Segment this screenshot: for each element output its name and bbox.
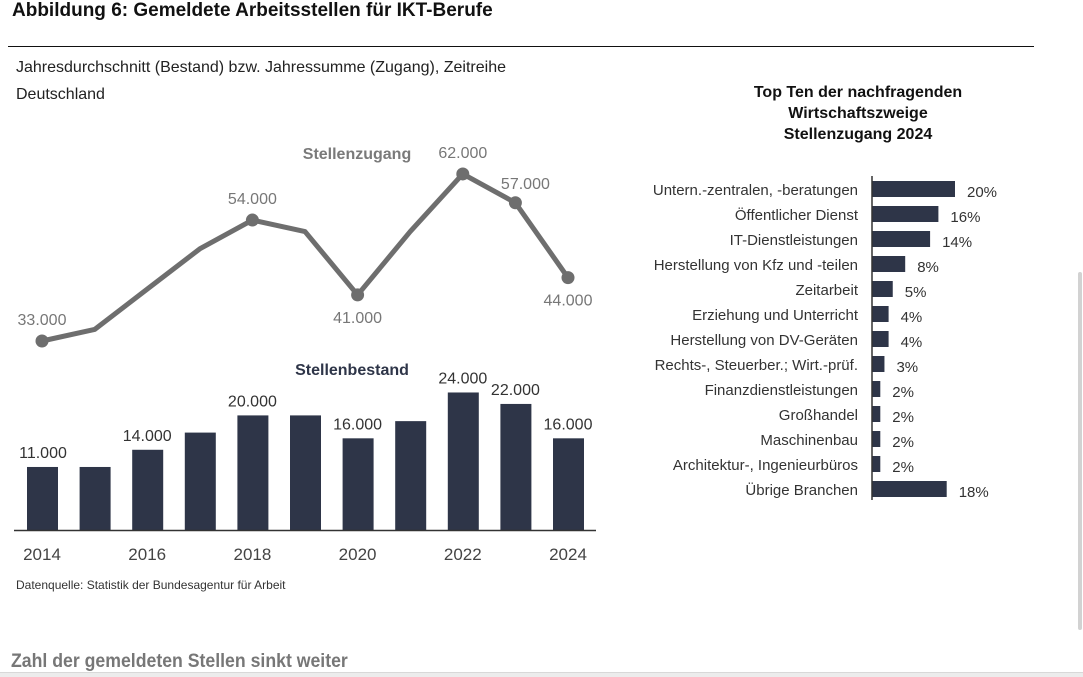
branch-chart-title: Top Ten der nachfragenden Wirtschaftszwe… <box>708 82 1008 145</box>
stellenzugang-series-line <box>41 171 571 344</box>
branch-label: Erziehung und Unterricht <box>692 307 859 324</box>
bar-2020 <box>342 438 374 530</box>
branch-value-label: 8% <box>917 259 939 276</box>
branch-label: Untern.-zentralen, -beratungen <box>653 182 858 199</box>
branch-value-label: 18% <box>959 484 989 501</box>
branch-bar <box>872 306 889 322</box>
bar-data-label: 24.000 <box>438 370 487 387</box>
branch-bar <box>872 406 881 422</box>
x-tick-label: 2022 <box>444 545 482 564</box>
bar-2018 <box>237 415 269 530</box>
bar-2014 <box>27 466 58 530</box>
line-data-label: 62.000 <box>438 145 487 162</box>
branch-value-label: 5% <box>905 284 927 301</box>
line-data-label: 33.000 <box>18 312 67 329</box>
x-tick-label: 2016 <box>128 545 166 564</box>
branch-value-label: 4% <box>901 309 923 326</box>
line-chart-title: Stellenzugang <box>303 146 411 163</box>
branch-label: Großhandel <box>779 407 858 424</box>
line-data-label: 54.000 <box>228 191 277 208</box>
bar-2023 <box>500 403 532 530</box>
section-heading: Zahl der gemeldeten Stellen sinkt weiter <box>11 651 348 672</box>
window-bottom-edge <box>0 672 1083 677</box>
scrollbar[interactable] <box>1078 272 1082 630</box>
branch-value-label: 2% <box>892 459 914 476</box>
bar-2015 <box>79 466 111 530</box>
bar-2021 <box>395 421 427 530</box>
x-tick-label: 2014 <box>23 545 61 564</box>
branch-bar <box>872 281 893 297</box>
figure-title: Abbildung 6: Gemeldete Arbeitsstellen fü… <box>12 0 493 21</box>
figure-subtitle: Jahresdurchschnitt (Bestand) bzw. Jahres… <box>16 59 506 76</box>
branch-chart-title-line: Stellenzugang 2024 <box>783 126 933 143</box>
data-source-note: Datenquelle: Statistik der Bundesagentur… <box>16 578 286 592</box>
line-point-marker <box>508 196 522 210</box>
branch-bar <box>872 431 881 447</box>
branch-bar <box>872 381 881 397</box>
bar-data-label: 20.000 <box>228 393 277 410</box>
bar-2016 <box>132 449 164 530</box>
x-tick-label: 2024 <box>549 545 587 564</box>
branch-bar <box>872 481 947 497</box>
branch-bar-chart: Untern.-zentralen, -beratungen 20% Öffentl… <box>653 176 997 501</box>
line-point-marker <box>35 334 49 348</box>
branch-label: IT-Dienstleistungen <box>730 232 858 249</box>
bar-2017 <box>184 432 216 530</box>
branch-bar <box>872 231 931 247</box>
branch-label: Herstellung von DV-Geräten <box>670 332 858 349</box>
line-point-marker <box>456 167 470 181</box>
branch-bar <box>872 256 906 272</box>
branch-bar <box>872 456 881 472</box>
branch-bar <box>872 181 955 197</box>
branch-label: Rechts-, Steuerber.; Wirt.-prüf. <box>655 357 858 374</box>
branch-bar <box>872 356 885 372</box>
branch-label: Architektur-, Ingenieurbüros <box>673 457 858 474</box>
branch-value-label: 3% <box>896 359 918 376</box>
figure-region: Deutschland <box>16 86 105 103</box>
bar-data-label: 16.000 <box>333 416 382 433</box>
branch-chart-title-line: Wirtschaftszweige <box>788 105 928 122</box>
line-data-label: 44.000 <box>544 293 593 310</box>
line-point-marker <box>351 288 365 302</box>
branch-value-label: 14% <box>942 234 972 251</box>
branch-value-label: 2% <box>892 384 914 401</box>
line-point-marker <box>561 271 575 285</box>
line-point-marker <box>245 213 259 227</box>
branch-label: Maschinenbau <box>760 432 858 449</box>
x-tick-label: 2020 <box>339 545 377 564</box>
branch-bar <box>872 331 889 347</box>
branch-value-label: 2% <box>892 409 914 426</box>
branch-label: Finanzdienstleistungen <box>705 382 858 399</box>
branch-label: Übrige Branchen <box>745 481 858 499</box>
branch-label: Herstellung von Kfz und -teilen <box>654 257 858 274</box>
stellenzugang-line-chart: Stellenzugang 33.000 54.000 41.000 62.000 57.… <box>18 145 593 348</box>
bar-2022 <box>447 392 479 530</box>
line-data-label: 41.000 <box>333 310 382 327</box>
branch-value-label: 4% <box>901 334 923 351</box>
bar-data-label: 16.000 <box>544 416 593 433</box>
branch-bar <box>872 206 939 222</box>
bar-chart-title: Stellenbestand <box>295 362 409 379</box>
stellenbestand-bar-chart: Stellenbestand 11.000 14.000 20.000 16.000 24… <box>14 362 596 564</box>
bar-2019 <box>290 415 321 530</box>
branch-chart-title-line: Top Ten der nachfragenden <box>753 84 963 101</box>
bar-data-label: 22.000 <box>491 382 540 399</box>
time-series-chart: Stellenzugang 33.000 54.000 41.000 62.000 57.… <box>14 145 596 564</box>
bar-data-label: 11.000 <box>19 445 67 462</box>
branch-value-label: 2% <box>892 434 914 451</box>
branch-value-label: 20% <box>967 184 997 201</box>
bar-2024 <box>553 438 584 530</box>
x-tick-label: 2018 <box>233 545 271 564</box>
line-data-label: 57.000 <box>501 176 550 193</box>
branch-label: Öffentlicher Dienst <box>735 206 859 224</box>
branch-label: Zeitarbeit <box>795 282 858 299</box>
bar-data-label: 14.000 <box>123 428 172 445</box>
title-divider <box>8 46 1034 47</box>
branch-value-label: 16% <box>950 209 980 226</box>
